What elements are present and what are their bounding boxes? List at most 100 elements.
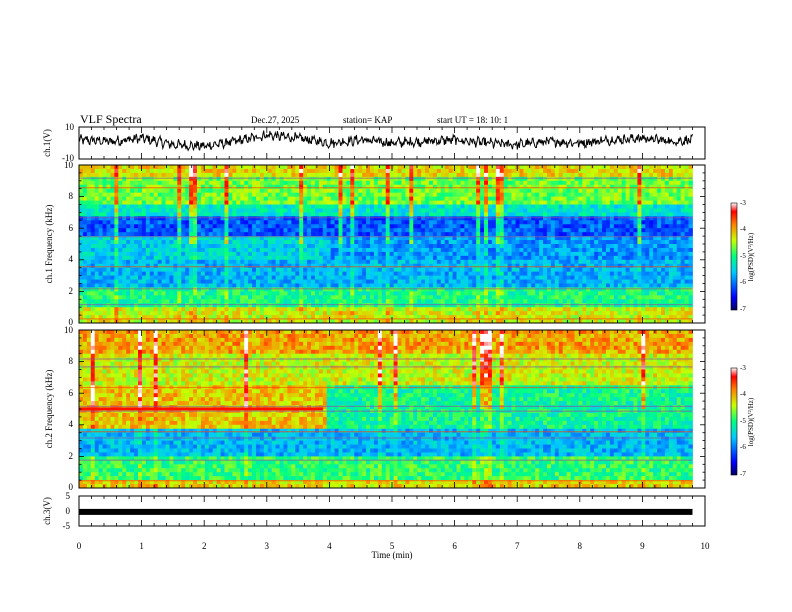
spectrogram-cell <box>366 204 371 209</box>
spectrogram-cell <box>358 176 363 182</box>
spectrogram-cell <box>236 279 241 284</box>
spectrogram-cell <box>196 212 202 217</box>
spectrogram-cell <box>303 295 308 300</box>
spectrogram-cell <box>98 267 103 273</box>
spectrogram-cell <box>460 244 465 249</box>
spectrogram-cell <box>244 176 249 182</box>
spectrogram-cell <box>307 184 312 190</box>
spectrogram-cell <box>417 315 422 320</box>
spectrogram-cell <box>346 176 351 182</box>
spectrogram-cell <box>539 283 544 288</box>
spectrogram-cell <box>275 267 280 273</box>
spectrogram-cell <box>244 259 249 265</box>
spectrogram-cell <box>550 165 556 170</box>
spectrogram-cell <box>134 188 139 194</box>
spectrogram-cell <box>421 291 426 296</box>
spectrogram-cell <box>554 259 560 265</box>
spectrogram-cell <box>373 224 379 229</box>
spectrogram-cell <box>531 319 536 324</box>
spectrogram-cell <box>421 168 426 174</box>
spectrogram-cell <box>244 172 249 178</box>
spectrogram-cell <box>342 220 347 225</box>
spectrogram-cell <box>145 220 151 225</box>
spectrogram-cell <box>499 208 505 213</box>
spectrogram-cell <box>515 184 520 190</box>
spectrogram-cell <box>484 255 489 261</box>
spectrogram-cell <box>122 180 127 186</box>
spectrogram-cell <box>409 295 414 300</box>
spectrogram-cell <box>350 267 355 273</box>
spectrogram-cell <box>224 180 229 186</box>
spectrogram-cell <box>429 279 434 284</box>
spectrogram-cell <box>503 220 509 225</box>
spectrogram-cell <box>389 184 394 190</box>
spectrogram-cell <box>448 259 453 265</box>
spectrogram-cell <box>413 224 418 229</box>
spectrogram-cell <box>232 184 237 190</box>
spectrogram-cell <box>401 295 406 300</box>
spectrogram-cell <box>169 251 174 257</box>
spectrogram-cell <box>177 208 182 213</box>
spectrogram-cell <box>271 299 277 304</box>
spectrogram-cell <box>515 232 520 237</box>
spectrogram-cell <box>487 200 493 205</box>
spectrogram-cell <box>122 315 127 320</box>
spectrogram-cell <box>295 196 300 201</box>
spectrogram-cell <box>440 315 446 320</box>
spectrogram-cell <box>436 307 442 312</box>
spectrogram-cell <box>432 165 438 170</box>
spectrogram-cell <box>413 311 418 316</box>
spectrogram-cell <box>79 263 84 269</box>
spectrogram-cell <box>106 259 111 265</box>
spectrogram-cell <box>145 224 151 229</box>
spectrogram-cell <box>456 168 461 174</box>
spectrogram-cell <box>444 172 450 178</box>
spectrogram-cell <box>196 251 202 257</box>
spectrogram-cell <box>118 208 123 213</box>
spectrogram-cell <box>94 165 100 170</box>
spectrogram-cell <box>421 188 426 194</box>
spectrogram-cell <box>330 275 336 280</box>
spectrogram-cell <box>224 295 229 300</box>
spectrogram-cell <box>122 263 127 269</box>
spectrogram-cell <box>130 275 135 280</box>
spectrogram-cell <box>342 224 347 229</box>
spectrogram-cell <box>94 204 100 209</box>
spectrogram-cell <box>314 255 320 261</box>
spectrogram-cell <box>503 180 509 186</box>
spectrogram-cell <box>208 208 214 213</box>
spectrogram-cell <box>196 263 202 269</box>
spectrogram-cell <box>279 267 284 273</box>
spectrogram-cell <box>110 188 115 194</box>
spectrogram-cell <box>303 168 308 174</box>
spectrogram-cell <box>346 244 351 249</box>
spectrogram-cell <box>531 291 536 296</box>
spectrogram-cell <box>440 299 446 304</box>
spectrogram-cell <box>165 188 170 194</box>
spectrogram-cell <box>460 180 465 186</box>
spectrogram-cell <box>244 200 249 205</box>
spectrogram-cell <box>539 311 544 316</box>
spectrogram-cell <box>224 176 229 182</box>
spectrogram-cell <box>330 180 336 186</box>
spectrogram-cell <box>126 283 131 288</box>
spectrogram-cell <box>307 307 312 312</box>
spectrogram-cell <box>334 271 339 276</box>
spectrogram-cell <box>279 259 284 265</box>
spectrogram-cell <box>429 267 434 273</box>
spectrogram-cell <box>181 172 186 178</box>
spectrogram-cell <box>334 311 339 316</box>
spectrogram-cell <box>334 172 339 178</box>
spectrogram-cell <box>185 208 190 213</box>
spectrogram-cell <box>393 303 398 308</box>
spectrogram-cell <box>137 283 143 288</box>
spectrogram-cell <box>295 208 300 213</box>
spectrogram-cell <box>299 275 304 280</box>
spectrogram-cell <box>271 303 277 308</box>
spectrogram-cell <box>244 275 249 280</box>
spectrogram-cell <box>118 319 123 324</box>
spectrogram-cell <box>200 283 206 288</box>
spectrogram-cell <box>499 283 505 288</box>
spectrogram-cell <box>86 192 92 197</box>
spectrogram-cell <box>389 271 394 276</box>
